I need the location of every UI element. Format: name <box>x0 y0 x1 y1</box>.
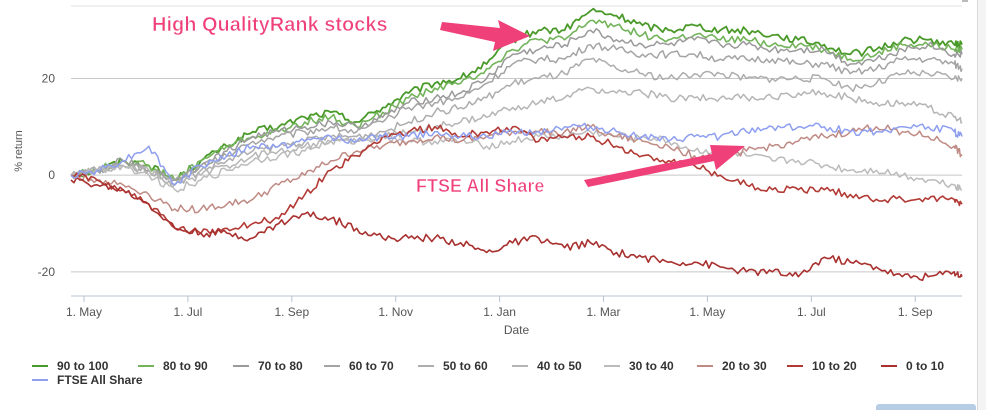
series-line-50-to-60 <box>70 57 963 188</box>
legend: 90 to 100 80 to 90 70 to 80 60 to 70 50 to 6… <box>32 359 944 387</box>
x-tick-label: 1. Sep <box>274 305 309 319</box>
series-line-60-to-70 <box>70 42 963 181</box>
x-tick-label: 1. Jul <box>174 305 203 319</box>
series-line-80-to-90 <box>70 19 963 181</box>
legend-label: 60 to 70 <box>349 359 394 373</box>
x-tick-label: 1. Nov <box>378 305 413 319</box>
x-tick-label: 1. Jul <box>797 305 826 319</box>
series-line-90-to-100 <box>70 7 963 181</box>
legend-label: 90 to 100 <box>57 359 109 373</box>
series-line-30-to-40 <box>70 129 963 193</box>
y-tick-label: 0 <box>48 168 55 182</box>
legend-label: FTSE All Share <box>57 373 143 387</box>
legend-label: 10 to 20 <box>812 359 857 373</box>
series-line-10-to-20 <box>70 124 963 234</box>
legend-label: 70 to 80 <box>258 359 303 373</box>
x-tick-label: 1. May <box>66 305 102 319</box>
y-tick-label: -20 <box>38 265 56 279</box>
plot-area: -20 0 20 1. May 1. Jul 1. Sep 1. Nov 1. Jan 1. M… <box>13 5 963 387</box>
x-tick-label: 1. Mar <box>587 305 621 319</box>
annotation-arrow-1 <box>440 20 530 51</box>
legend-label: 40 to 50 <box>537 359 582 373</box>
legend-label: 50 to 60 <box>443 359 488 373</box>
series-line-ftse-all-share <box>70 122 963 186</box>
legend-label: 20 to 30 <box>722 359 767 373</box>
series-line-0-to-10 <box>70 176 963 282</box>
footer-button[interactable] <box>876 404 976 410</box>
x-tick-label: 1. Jan <box>483 305 516 319</box>
x-axis-title: Date <box>504 323 530 337</box>
legend-label: 80 to 90 <box>163 359 208 373</box>
x-tick-label: 1. May <box>689 305 725 319</box>
scrollbar-track[interactable] <box>977 0 986 410</box>
menu-handle[interactable] <box>962 0 968 2</box>
y-axis-title: % return <box>13 130 25 172</box>
legend-label: 30 to 40 <box>629 359 674 373</box>
annotation-ftse: FTSE All Share <box>416 176 544 196</box>
x-tick-label: 1. Sep <box>898 305 933 319</box>
y-tick-label: 20 <box>42 72 56 86</box>
series-line-40-to-50 <box>70 86 963 186</box>
legend-label: 0 to 10 <box>906 359 944 373</box>
series-line-70-to-80 <box>70 27 963 182</box>
annotation-high-qualityrank: High QualityRank stocks <box>152 14 388 36</box>
annotation-arrow-2 <box>584 145 745 187</box>
